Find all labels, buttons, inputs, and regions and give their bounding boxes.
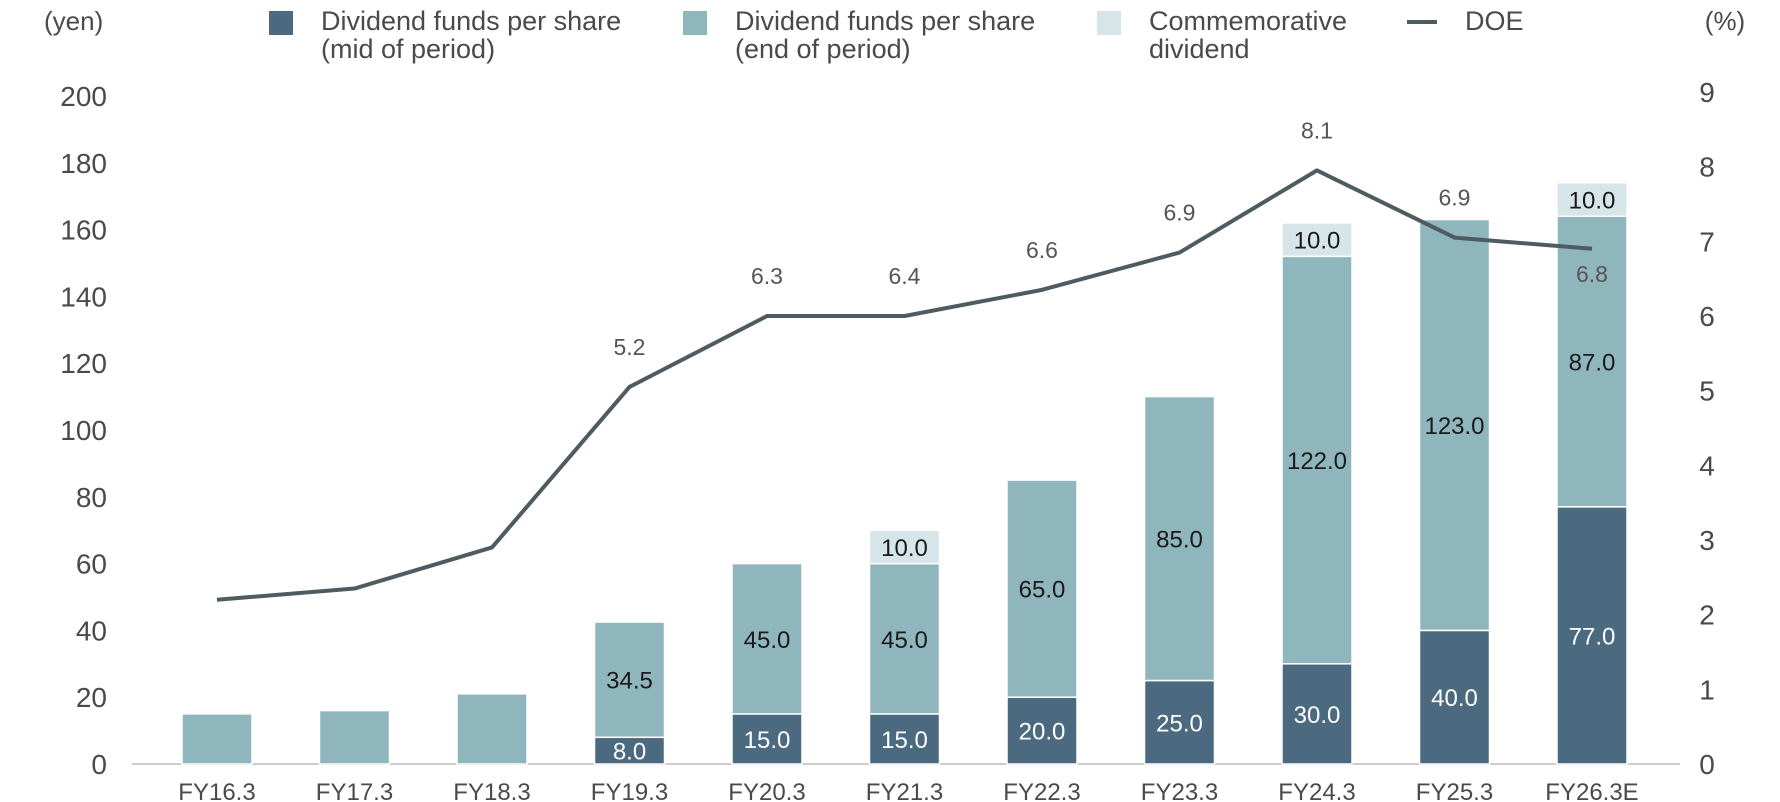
bar-value-label: 15.0: [744, 727, 791, 754]
y-tick-label: 40: [76, 615, 107, 646]
x-tick-label: FY18.3: [453, 779, 530, 802]
x-tick-label: FY19.3: [591, 779, 668, 802]
legend-swatch: [683, 11, 707, 35]
bar-segment-mid-period: [1143, 679, 1216, 765]
bar-value-label: 30.0: [1294, 702, 1341, 729]
doe-value-label: 6.4: [889, 263, 921, 289]
legend-label: (mid of period): [321, 34, 495, 64]
doe-value-label: 6.9: [1439, 185, 1471, 211]
bar-segment-commemorative: [1556, 182, 1628, 217]
y2-axis: 0 1 2 3 4 5 6 7 8 9: [1699, 77, 1715, 780]
bar-value-label: 122.0: [1287, 448, 1347, 475]
x-tick-label: FY25.3: [1416, 779, 1493, 802]
bar-value-label: 85.0: [1156, 527, 1203, 554]
doe-value-label: 6.3: [751, 263, 783, 289]
legend-label: (end of period): [735, 34, 911, 64]
y2-tick-label: 0: [1699, 749, 1715, 780]
y-tick-label: 0: [91, 749, 107, 780]
bar-value-label: 25.0: [1156, 710, 1203, 737]
x-axis: FY16.3 FY17.3 FY18.3 FY19.3 FY20.3 FY21.3 FY22…: [178, 779, 1638, 802]
bar-segment-end-period: [1418, 218, 1491, 632]
bar-segment-end-period: [1281, 255, 1353, 665]
legend-swatch: [269, 11, 293, 35]
legend-label: Dividend funds per share: [321, 6, 621, 36]
bar-segment-mid-period: [1556, 506, 1628, 765]
y2-tick-label: 7: [1699, 226, 1715, 257]
bar-segment-commemorative: [1281, 222, 1353, 258]
bar-segment-mid-period: [1418, 629, 1491, 765]
y-tick-label: 20: [76, 682, 107, 713]
y2-tick-label: 6: [1699, 301, 1715, 332]
y2-tick-label: 8: [1699, 152, 1715, 183]
y-tick-label: 60: [76, 549, 107, 580]
bar-value-label: 15.0: [881, 727, 928, 754]
bar-segment-mid-period: [593, 736, 666, 765]
bar-segment-end-period: [731, 562, 803, 715]
doe-value-label: 8.1: [1301, 117, 1333, 143]
bar-value-label: 123.0: [1424, 413, 1484, 440]
x-tick-label: FY20.3: [728, 779, 805, 802]
bar-segment-end-period: [1006, 479, 1078, 698]
x-tick-label: FY22.3: [1003, 779, 1080, 802]
bar-value-label: 77.0: [1569, 623, 1616, 650]
bar-segment-end-period: [456, 693, 528, 765]
bar-value-label: 8.0: [613, 739, 646, 766]
y-tick-label: 200: [60, 81, 107, 112]
bar-segment-end-period: [1143, 395, 1216, 682]
bar-value-label: 10.0: [1569, 188, 1616, 215]
legend-label: dividend: [1149, 34, 1250, 64]
y-axis-unit: (yen): [44, 6, 103, 36]
doe-value-label: 5.2: [614, 334, 646, 360]
y2-tick-label: 5: [1699, 376, 1715, 407]
doe-line: [216, 168, 1593, 602]
x-tick-label: FY17.3: [316, 779, 393, 802]
y-tick-label: 160: [60, 215, 107, 246]
bar-value-label: 34.5: [606, 668, 653, 695]
y2-tick-label: 9: [1699, 77, 1715, 108]
y-axis: 0 20 40 60 80 100 120 140 160 180 200: [60, 81, 107, 780]
bar-value-label: 10.0: [1294, 228, 1341, 255]
x-tick-label: FY23.3: [1141, 779, 1218, 802]
bar-segment-end-period: [318, 709, 391, 765]
legend-label: Dividend funds per share: [735, 6, 1035, 36]
bar-value-label: 65.0: [1019, 577, 1066, 604]
bar-segment-end-period: [593, 621, 666, 739]
legend-swatch: [1097, 11, 1121, 35]
y-tick-label: 120: [60, 348, 107, 379]
bar-value-label: 10.0: [881, 535, 928, 562]
x-tick-label: FY16.3: [178, 779, 255, 802]
x-tick-label: FY26.3E: [1545, 779, 1638, 802]
doe-value-label: 6.8: [1576, 261, 1608, 287]
bar-segment-end-period: [181, 713, 253, 765]
y2-tick-label: 2: [1699, 600, 1715, 631]
doe-value-label: 6.6: [1026, 237, 1058, 263]
legend-label: DOE: [1465, 6, 1524, 36]
bar-segment-mid-period: [1281, 663, 1353, 765]
y-tick-label: 140: [60, 281, 107, 312]
doe-line-series: 5.2 6.3 6.4 6.6 6.9 8.1 6.9 6.8: [216, 117, 1608, 602]
y2-axis-unit: (%): [1705, 6, 1745, 36]
x-tick-label: FY21.3: [866, 779, 943, 802]
y2-tick-label: 1: [1699, 674, 1715, 705]
doe-value-label: 6.9: [1164, 200, 1196, 226]
y-tick-label: 100: [60, 415, 107, 446]
y2-tick-label: 4: [1699, 450, 1715, 481]
legend-label: Commemorative: [1149, 6, 1347, 36]
bar-segment-mid-period: [868, 713, 941, 765]
x-tick-label: FY24.3: [1278, 779, 1355, 802]
bar-value-label: 87.0: [1569, 350, 1616, 377]
bar-value-label: 40.0: [1431, 685, 1478, 712]
bar-segment-commemorative: [868, 529, 941, 565]
bar-value-label: 45.0: [744, 627, 791, 654]
bar-value-label: 45.0: [881, 627, 928, 654]
legend: Dividend funds per share(mid of period)D…: [269, 6, 1524, 64]
bars: 8.0 34.5 15.0 45.0 15.0 45.0 10.0 20.0 65.0 25.0 8…: [181, 182, 1628, 766]
bar-segment-end-period: [868, 562, 941, 715]
bar-value-label: 20.0: [1019, 719, 1066, 746]
y-tick-label: 180: [60, 148, 107, 179]
y-tick-label: 80: [76, 482, 107, 513]
y2-tick-label: 3: [1699, 525, 1715, 556]
